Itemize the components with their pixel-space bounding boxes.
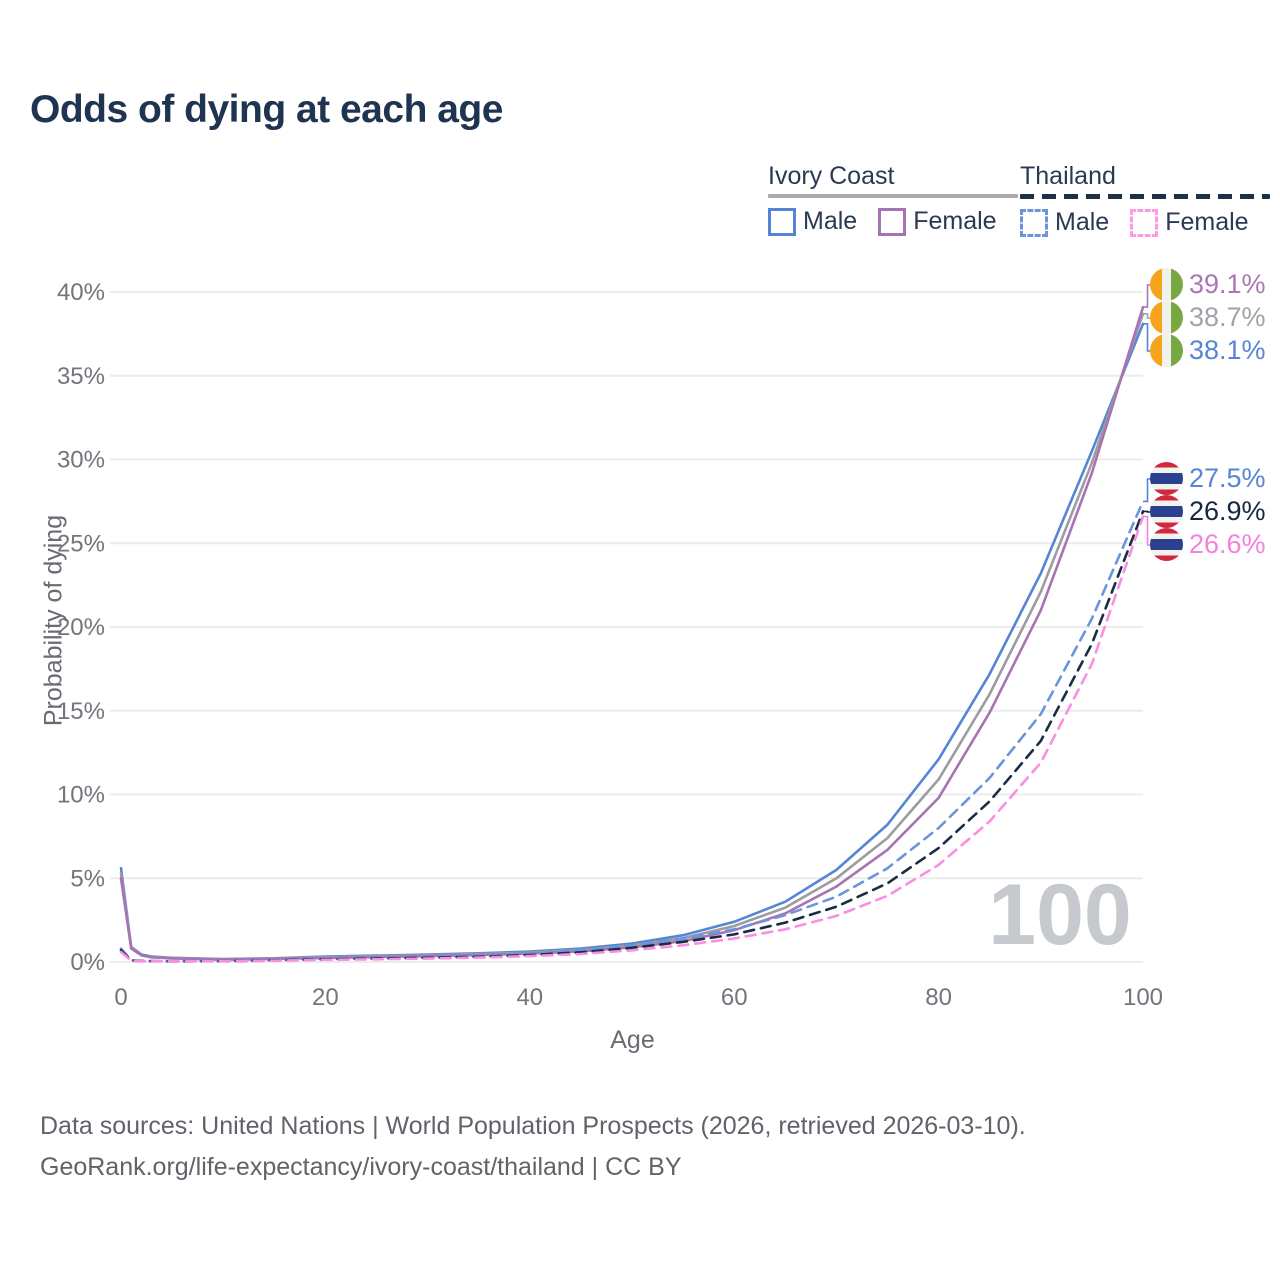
series-line-thailand-both-sexes[interactable] [119, 510, 1145, 963]
legend-item-ivory-coast-male[interactable]: Male [768, 207, 857, 236]
end-value-label: 26.6% [1189, 529, 1266, 559]
end-label-row: 27.5% [1150, 462, 1266, 495]
series-line-ivory-coast-male[interactable] [119, 322, 1145, 961]
end-label-row: 26.9% [1150, 495, 1266, 528]
y-tick-label: 40% [57, 279, 105, 306]
thailand-line-sample [1020, 194, 1270, 199]
source-line-1: Data sources: United Nations | World Pop… [40, 1112, 1026, 1140]
end-label-row: 38.7% [1150, 301, 1266, 334]
end-value-label: 39.1% [1189, 269, 1266, 299]
source-line-2: GeoRank.org/life-expectancy/ivory-coast/… [40, 1153, 682, 1181]
y-tick-label: 0% [70, 949, 105, 976]
page-title: Odds of dying at each age [30, 88, 503, 131]
y-axis-title: Probability of dying [39, 514, 68, 727]
leader-line [1143, 312, 1151, 319]
legend-country-thailand[interactable]: Thailand [1020, 162, 1270, 199]
x-tick-label: 20 [312, 984, 339, 1011]
legend-country-label: Ivory Coast [768, 162, 895, 190]
ivory-coast-flag-icon [1150, 334, 1183, 367]
male-dashed-swatch-icon [1020, 208, 1048, 237]
source-note: Data sources: United Nations | World Pop… [40, 1106, 1026, 1188]
leader-line [1143, 322, 1151, 352]
y-tick-label: 10% [57, 782, 105, 809]
series-line-thailand-female[interactable] [119, 515, 1145, 963]
series-line-thailand-male[interactable] [119, 500, 1145, 963]
end-label-row: 39.1% [1150, 268, 1266, 301]
series-line-ivory-coast-both-sexes[interactable] [119, 312, 1145, 961]
ivory-coast-line-sample [768, 194, 1018, 198]
leader-line [1143, 515, 1151, 546]
legend-item-label: Male [803, 207, 858, 235]
female-solid-swatch-icon [878, 207, 907, 236]
x-tick-label: 0 [114, 984, 127, 1011]
female-dashed-swatch-icon [1130, 208, 1159, 237]
leader-line [1143, 478, 1151, 503]
thailand-flag-icon [1150, 528, 1183, 561]
end-value-label: 38.1% [1189, 335, 1266, 365]
x-tick-label: 100 [1123, 984, 1163, 1011]
leader-line [1143, 284, 1151, 308]
legend-country-label: Thailand [1020, 162, 1116, 190]
x-tick-label: 60 [721, 984, 748, 1011]
legend-item-label: Female [913, 207, 997, 235]
end-value-label: 27.5% [1189, 463, 1266, 493]
male-solid-swatch-icon [768, 207, 796, 236]
legend-group-ivory-coast: Ivory Coast Male Female [768, 162, 1018, 236]
y-tick-label: 5% [70, 865, 105, 892]
end-label-row: 26.6% [1150, 528, 1266, 561]
y-tick-label: 30% [57, 447, 105, 474]
legend-item-thailand-female[interactable]: Female [1130, 208, 1249, 237]
end-label-row: 38.1% [1150, 334, 1266, 367]
x-tick-label: 80 [925, 984, 952, 1011]
end-value-label: 26.9% [1189, 496, 1266, 526]
leader-line [1143, 510, 1151, 513]
legend-item-label: Male [1055, 208, 1110, 236]
legend-item-ivory-coast-female[interactable]: Female [878, 207, 997, 236]
thailand-flag-icon [1150, 495, 1183, 528]
legend-item-label: Female [1165, 208, 1249, 236]
y-tick-label: 35% [57, 363, 105, 390]
y-tick-label: 15% [57, 698, 105, 725]
x-tick-label: 40 [516, 984, 543, 1011]
x-axis-title: Age [610, 1026, 655, 1054]
series-line-ivory-coast-female[interactable] [119, 305, 1145, 961]
end-value-label: 38.7% [1189, 302, 1266, 332]
ivory-coast-flag-icon [1150, 268, 1183, 301]
age-watermark: 100 [988, 867, 1132, 963]
legend-item-thailand-male[interactable]: Male [1020, 208, 1109, 237]
thailand-flag-icon [1150, 462, 1183, 495]
y-tick-label: 25% [57, 530, 105, 557]
legend-country-ivory-coast[interactable]: Ivory Coast [768, 162, 1018, 198]
legend-group-thailand: Thailand Male Female [1020, 162, 1270, 237]
y-tick-label: 20% [57, 614, 105, 641]
ivory-coast-flag-icon [1150, 301, 1183, 334]
